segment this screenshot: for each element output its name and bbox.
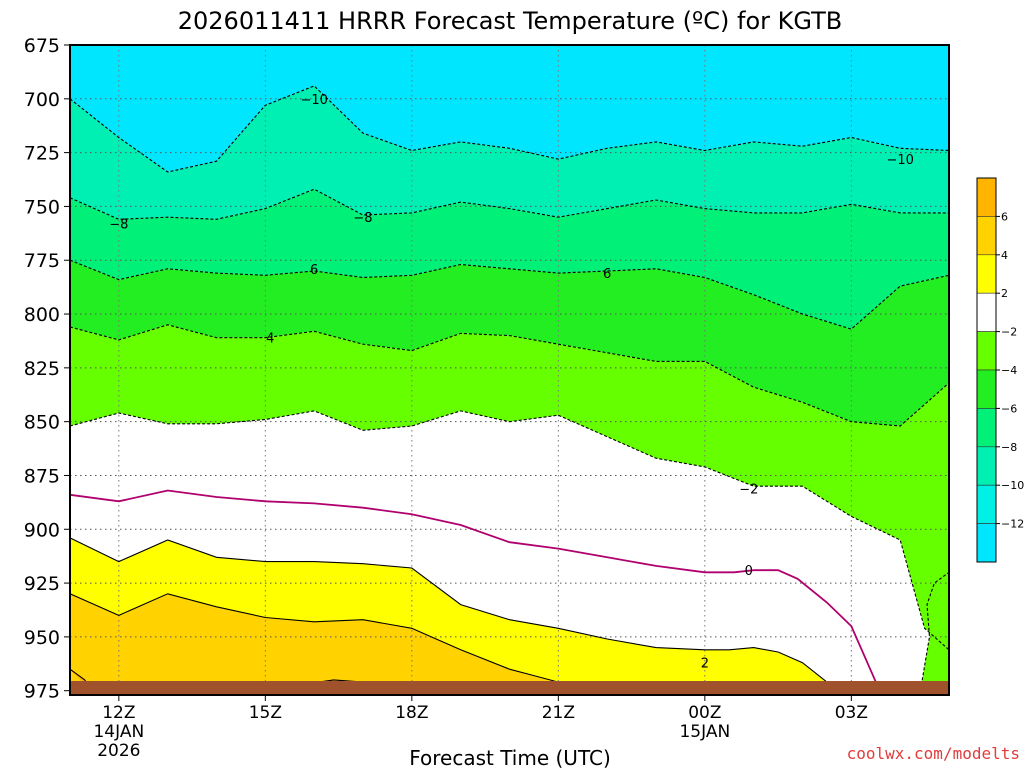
isotherm-m6 <box>70 259 949 330</box>
x-tick-label-21Z: 21Z <box>542 703 575 723</box>
colorbar-swatch-8 <box>976 484 997 524</box>
y-tick-label-800: 800 <box>24 304 60 326</box>
y-tick-label-850: 850 <box>24 412 60 434</box>
colorbar-swatch-1 <box>976 216 997 256</box>
x-date-label-00Z: 15JAN <box>679 722 730 742</box>
x-date-label-12Z: 14JAN <box>93 722 144 742</box>
y-tick-label-950: 950 <box>24 627 60 649</box>
fill-m10-m8 <box>70 85 949 220</box>
colorbar-swatch-7 <box>976 446 997 486</box>
ground-band <box>70 681 949 695</box>
x-tick-label-18Z: 18Z <box>395 703 428 723</box>
x-year-label-12Z: 2026 <box>97 741 140 761</box>
colorbar-label-3: −2 <box>1001 326 1017 339</box>
isotherm-m10 <box>70 85 949 173</box>
plot-frame <box>69 44 950 696</box>
colorbar-label-5: −6 <box>1001 402 1017 415</box>
y-axis: 675 700 725 750 775 800 825 850 875 900 925 950 975 <box>24 35 70 703</box>
y-tick-label-775: 775 <box>24 250 60 272</box>
contour-label-4: 6 <box>310 263 318 278</box>
contour-label-8: 0 <box>745 564 753 579</box>
colorbar-swatch-0 <box>976 177 997 217</box>
y-tick-label-675: 675 <box>24 35 60 57</box>
y-tick-label-750: 750 <box>24 196 60 218</box>
contour-label-1: −10 <box>886 153 913 168</box>
isotherm-m2-pocket <box>919 571 949 695</box>
contour-label-6: 4 <box>266 332 274 347</box>
x-tick-label-00Z: 00Z <box>688 703 721 723</box>
y-tick-label-900: 900 <box>24 519 60 541</box>
colorbar-label-1: 4 <box>1001 249 1008 262</box>
colorbar-swatch-9 <box>976 523 997 563</box>
colorbar-label-7: −10 <box>1001 479 1024 492</box>
fill-m4-m2-pocket <box>919 572 949 695</box>
colorbar-swatch-5 <box>976 369 997 409</box>
colorbar-swatch-6 <box>976 408 997 448</box>
x-tick-label-03Z: 03Z <box>835 703 868 723</box>
y-tick-label-725: 725 <box>24 143 60 165</box>
fill-m6-m4 <box>70 260 949 426</box>
contour-label-5: 6 <box>603 267 611 282</box>
colorbar-label-2: 2 <box>1001 287 1008 300</box>
isotherm-m8 <box>70 188 949 220</box>
fill-m4-m2 <box>70 324 949 650</box>
isotherm-zero <box>70 489 882 694</box>
contour-label-7: −2 <box>739 482 758 497</box>
colorbar-label-4: −4 <box>1001 364 1017 377</box>
contour-label-3: −8 <box>353 211 372 226</box>
temperature-fills <box>70 45 949 695</box>
y-tick-label-825: 825 <box>24 358 60 380</box>
y-tick-label-875: 875 <box>24 465 60 487</box>
y-tick-label-975: 975 <box>24 681 60 703</box>
isotherm-m2 <box>70 410 949 651</box>
contour-labels: −10 −10 −8 −8 6 6 4 −2 0 2 <box>109 93 914 672</box>
contour-label-9: 2 <box>701 657 709 672</box>
colorbar-label-0: 6 <box>1001 210 1008 223</box>
contour-label-0: −10 <box>300 93 327 108</box>
colorbar-swatch-4 <box>976 331 997 371</box>
x-tick-label-12Z: 12Z <box>102 703 135 723</box>
isotherm-p2 <box>70 537 828 683</box>
fill-below-m10 <box>70 45 949 172</box>
gridlines <box>70 45 949 695</box>
colorbar-swatch-2 <box>976 254 997 294</box>
ground-rect <box>70 681 949 695</box>
x-axis-label: Forecast Time (UTC) <box>409 746 611 768</box>
colorbar-swatch-3 <box>976 292 997 332</box>
y-tick-label-925: 925 <box>24 573 60 595</box>
chart-title: 2026011411 HRRR Forecast Temperature (ºC… <box>178 7 843 35</box>
colorbar-legend: 6 4 2 −2 −4 −6 −8 −10 −12 <box>976 177 1024 563</box>
credit-text: coolwx.com/modelts <box>847 744 1020 763</box>
x-tick-label-15Z: 15Z <box>249 703 282 723</box>
contour-label-2: −8 <box>109 218 128 233</box>
colorbar-label-6: −8 <box>1001 441 1017 454</box>
fill-m8-m6 <box>70 189 949 330</box>
isotherm-m4 <box>70 324 949 427</box>
colorbar-label-8: −12 <box>1001 518 1024 531</box>
y-tick-label-700: 700 <box>24 89 60 111</box>
